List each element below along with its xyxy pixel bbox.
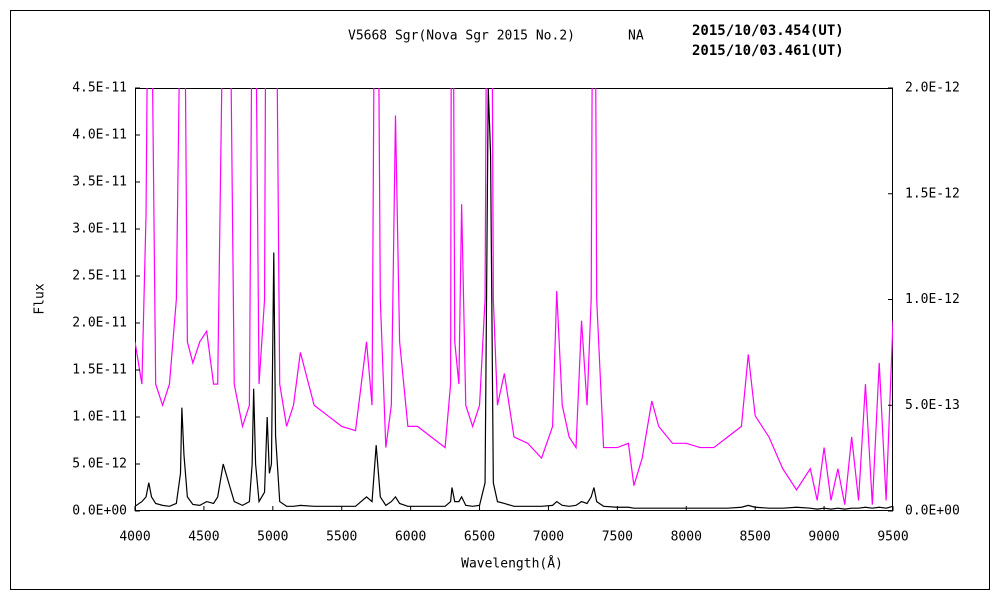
y-axis-label: Flux — [33, 283, 48, 314]
x-tick-label: 6000 — [395, 530, 426, 545]
x-tick-label: 6500 — [464, 530, 495, 545]
x-tick-label: 4500 — [188, 530, 219, 545]
x-tick-label: 7000 — [533, 530, 564, 545]
legend-label: 2015/10/03.454(UT) — [692, 23, 844, 39]
series-line — [135, 88, 893, 505]
y-tick-label: 1.5E-11 — [72, 363, 127, 378]
x-axis-label: Wavelength(Å) — [461, 556, 563, 572]
chart-title: V5668 Sgr(Nova Sgr 2015 No.2) — [348, 29, 575, 44]
y-tick-label: 3.0E-11 — [72, 222, 127, 237]
y2-tick-label: 2.0E-12 — [905, 81, 960, 96]
x-tick-label: 9500 — [877, 530, 908, 545]
y2-tick-label: 0.0E+00 — [905, 504, 960, 519]
y2-tick-label: 1.5E-12 — [905, 186, 960, 201]
x-tick-label: 9000 — [808, 530, 839, 545]
y-tick-label: 2.0E-11 — [72, 316, 127, 331]
x-tick-label: 8500 — [740, 530, 771, 545]
y-tick-label: 4.0E-11 — [72, 128, 127, 143]
y-tick-label: 2.5E-11 — [72, 269, 127, 284]
x-tick-label: 7500 — [602, 530, 633, 545]
series-line — [135, 88, 893, 510]
y-tick-label: 1.0E-11 — [72, 410, 127, 425]
plot-lines — [135, 88, 893, 510]
y2-tick-label: 1.0E-12 — [905, 292, 960, 307]
y-tick-label: 4.5E-11 — [72, 81, 127, 96]
y-tick-label: 0.0E+00 — [72, 504, 127, 519]
legend-label: 2015/10/03.461(UT) — [692, 43, 844, 59]
x-tick-label: 5000 — [257, 530, 288, 545]
chart-subtitle: NA — [628, 29, 644, 44]
frame — [10, 10, 990, 590]
x-tick-label: 8000 — [671, 530, 702, 545]
x-tick-label: 5500 — [326, 530, 357, 545]
y2-tick-label: 5.0E-13 — [905, 398, 960, 413]
y-tick-label: 3.5E-11 — [72, 175, 127, 190]
x-tick-label: 4000 — [119, 530, 150, 545]
y-tick-label: 5.0E-12 — [72, 457, 127, 472]
